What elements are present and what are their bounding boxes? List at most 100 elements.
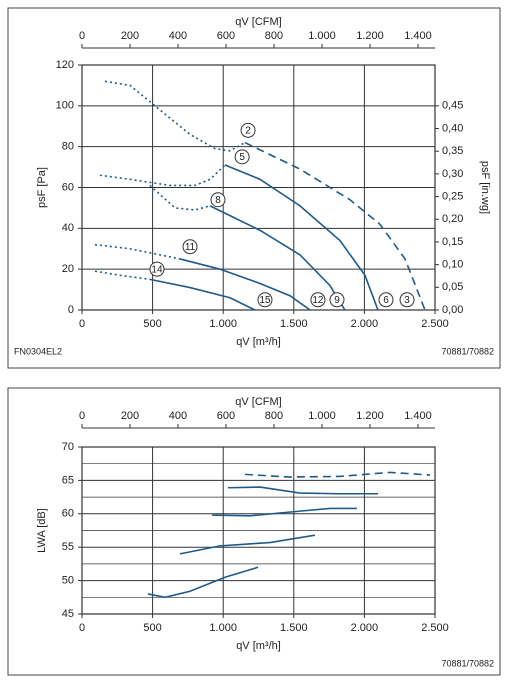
curve-marker-label: 14 (151, 264, 163, 275)
curve (94, 270, 151, 281)
x2-tick-label: 600 (217, 410, 235, 422)
x-tick-label: 1.500 (280, 622, 308, 634)
y-tick-label: 20 (62, 263, 74, 275)
x2-tick-label: 1.400 (404, 30, 432, 42)
y2-tick-label: 0,05 (442, 281, 463, 293)
curve-marker-label: 5 (239, 152, 245, 163)
curve-marker-label: 8 (215, 195, 221, 206)
plot-frame (81, 64, 436, 311)
x2-tick-label: 600 (217, 30, 235, 42)
y2-tick-label: 0,20 (442, 213, 463, 225)
curve (227, 486, 378, 495)
y-tick-label: 70 (62, 441, 74, 453)
curve-marker (234, 149, 250, 165)
y-tick-label: 60 (62, 181, 74, 193)
curve (104, 80, 246, 152)
curve-marker (329, 292, 345, 308)
curve-marker-label: 3 (404, 295, 410, 306)
y-tick-label: 50 (62, 575, 74, 587)
note: 70881/70882 (441, 658, 494, 668)
curve (147, 566, 259, 599)
y2-tick-label: 0,40 (442, 122, 463, 134)
curve (224, 164, 379, 311)
curve-marker-label: 12 (312, 295, 324, 306)
y-tick-label: 55 (62, 541, 74, 553)
y-tick-label: 40 (62, 222, 74, 234)
y2-tick-label: 0,00 (442, 304, 463, 316)
panel-frame (7, 7, 501, 369)
y-tick-label: 100 (56, 100, 74, 112)
plot-frame (81, 446, 436, 615)
x-tick-label: 0 (79, 318, 85, 330)
x2-tick-label: 400 (169, 410, 187, 422)
curve-marker-label: 6 (383, 295, 389, 306)
x2-tick-label: 1.000 (308, 410, 336, 422)
x-tick-label: 500 (143, 318, 161, 330)
curve (94, 243, 181, 260)
y2-tick-label: 0,10 (442, 259, 463, 271)
panel-frame (7, 387, 501, 676)
curve-marker (310, 292, 326, 308)
curve-marker (257, 292, 273, 308)
x-axis-label: qV [m³/h] (236, 640, 281, 652)
curve (149, 184, 211, 211)
note: 70881/70882 (441, 346, 494, 356)
curve-marker (240, 122, 256, 138)
x2-axis-label: qV [CFM] (235, 16, 281, 28)
curve-marker-label: 15 (259, 295, 271, 306)
x-tick-label: 2.500 (421, 622, 449, 634)
x-tick-label: 1.000 (209, 318, 237, 330)
y-axis-label: LWA [dB] (36, 508, 48, 553)
y-tick-label: 80 (62, 141, 74, 153)
x2-tick-label: 200 (121, 30, 139, 42)
x2-tick-label: 400 (169, 30, 187, 42)
x-tick-label: 2.000 (351, 622, 379, 634)
x-tick-label: 500 (143, 622, 161, 634)
curve-marker (182, 239, 198, 255)
y2-tick-label: 0,15 (442, 236, 463, 248)
y-tick-label: 0 (68, 304, 74, 316)
y2-tick-label: 0,25 (442, 190, 463, 202)
y-tick-label: 45 (62, 608, 74, 620)
curve (179, 258, 311, 311)
x-tick-label: 2.000 (351, 318, 379, 330)
x2-tick-label: 200 (121, 410, 139, 422)
x2-tick-label: 1.400 (404, 410, 432, 422)
note: FN0304EL2 (14, 346, 62, 356)
curve (179, 534, 316, 555)
curve-marker (149, 261, 165, 277)
x2-axis-label: qV [CFM] (235, 396, 281, 408)
curve (99, 164, 226, 187)
x2-tick-label: 800 (265, 410, 283, 422)
curve-marker (399, 292, 415, 308)
y-tick-label: 60 (62, 508, 74, 520)
curve-marker-label: 9 (334, 295, 340, 306)
y2-tick-label: 0,45 (442, 100, 463, 112)
curve (244, 141, 426, 311)
x-tick-label: 1.500 (280, 318, 308, 330)
y2-tick-label: 0,35 (442, 145, 463, 157)
curve-marker-label: 11 (185, 242, 196, 253)
x2-tick-label: 0 (79, 30, 85, 42)
x2-tick-label: 1.000 (308, 30, 336, 42)
y2-axis-label: psF [in.wg] (479, 161, 491, 214)
curve (212, 507, 357, 517)
curve-marker (210, 192, 226, 208)
x2-tick-label: 800 (265, 30, 283, 42)
y-tick-label: 120 (56, 59, 74, 71)
y-tick-label: 65 (62, 474, 74, 486)
x2-tick-label: 1.200 (356, 410, 384, 422)
x-tick-label: 0 (79, 622, 85, 634)
curve (244, 471, 431, 478)
y-axis-label: psF [Pa] (36, 167, 48, 208)
x2-tick-label: 0 (79, 410, 85, 422)
x2-tick-label: 1.200 (356, 30, 384, 42)
curve (209, 205, 346, 311)
curve-marker (378, 292, 394, 308)
curve (149, 278, 256, 311)
x-axis-label: qV [m³/h] (236, 336, 281, 348)
x-tick-label: 1.000 (209, 622, 237, 634)
curve-marker-label: 2 (245, 125, 251, 136)
